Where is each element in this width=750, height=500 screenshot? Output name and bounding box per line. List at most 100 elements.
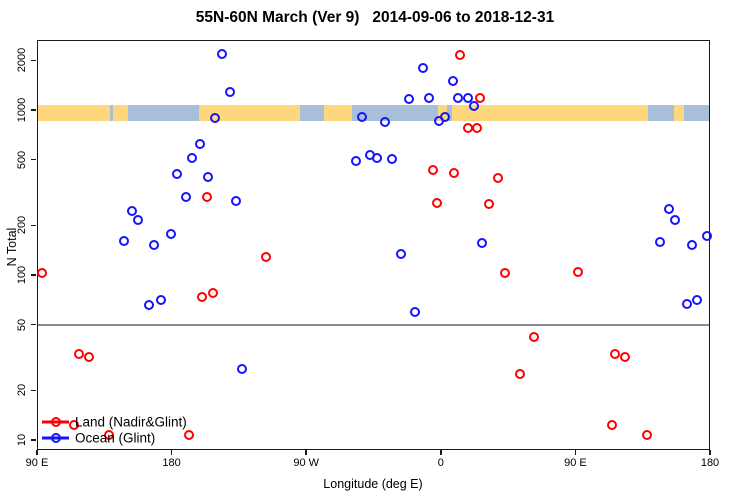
- data-point: [691, 294, 702, 305]
- data-point: [514, 369, 525, 380]
- data-point: [448, 75, 459, 86]
- data-point: [654, 237, 665, 248]
- x-axis-tick: [305, 450, 307, 455]
- data-point: [103, 430, 114, 441]
- data-point: [351, 156, 361, 167]
- data-point: [144, 299, 155, 310]
- y-axis-tick-label: 10: [16, 433, 28, 447]
- data-point: [428, 165, 439, 176]
- y-axis-tick: [31, 59, 36, 62]
- data-point: [396, 249, 407, 260]
- legend-label: Ocean (Glint): [75, 430, 156, 445]
- x-axis-tick: [170, 450, 173, 455]
- x-axis-tick-label: 180: [162, 457, 181, 469]
- y-axis-tick: [31, 224, 36, 227]
- data-point: [418, 62, 428, 73]
- data-point: [454, 50, 465, 61]
- data-point: [528, 332, 539, 343]
- data-point: [492, 173, 503, 184]
- data-point: [448, 168, 459, 179]
- legend-marker-icon: [50, 432, 61, 443]
- data-point: [202, 191, 213, 202]
- x-axis-tick: [574, 450, 577, 455]
- x-axis-tick-label: 90 W: [293, 457, 320, 469]
- map-band-land-segment: [113, 105, 129, 121]
- data-point: [686, 239, 697, 250]
- y-axis-tick-label: 50: [16, 318, 28, 331]
- data-point: [356, 112, 367, 123]
- y-axis-tick: [31, 439, 36, 441]
- x-axis-tick-label: 90 E: [25, 457, 49, 469]
- data-point: [620, 351, 631, 362]
- data-point: [452, 93, 463, 104]
- data-point: [702, 231, 712, 242]
- data-point: [670, 215, 680, 226]
- data-point: [36, 267, 47, 278]
- y-axis-tick-label: 20: [16, 384, 28, 397]
- y-axis-tick-label: 2000: [16, 48, 28, 73]
- data-point: [180, 192, 191, 203]
- data-point: [202, 172, 213, 183]
- data-point: [186, 152, 197, 163]
- data-point: [681, 298, 692, 309]
- data-point: [195, 139, 205, 150]
- data-point: [132, 215, 143, 226]
- data-point: [196, 291, 207, 302]
- data-point: [469, 101, 479, 112]
- data-point: [217, 48, 227, 59]
- y-axis-title: N Total: [5, 227, 19, 267]
- data-point: [119, 236, 130, 247]
- map-band-land-segment: [198, 105, 300, 121]
- x-axis-tick-label: 0: [437, 457, 444, 469]
- data-point: [224, 86, 235, 97]
- legend-marker-icon: [50, 416, 61, 427]
- data-point: [148, 239, 159, 250]
- data-point: [423, 93, 434, 104]
- x-axis-tick-label: 90 E: [564, 457, 587, 469]
- x-axis-tick: [709, 450, 711, 455]
- data-point: [84, 351, 95, 362]
- y-axis-tick-label: 1000: [16, 97, 28, 123]
- map-band-land-segment: [673, 105, 684, 121]
- data-point: [471, 123, 482, 134]
- data-point: [642, 430, 653, 441]
- x-axis-tick: [440, 450, 442, 455]
- data-point: [166, 228, 176, 239]
- y-axis-tick-label: 500: [16, 150, 28, 169]
- data-point: [483, 199, 494, 210]
- data-point: [607, 419, 618, 430]
- y-axis-tick-label: 100: [16, 265, 28, 285]
- data-point: [237, 363, 248, 374]
- data-point: [260, 251, 271, 262]
- data-point: [171, 168, 182, 179]
- data-point: [477, 237, 488, 248]
- y-axis-tick: [31, 389, 36, 392]
- data-point: [664, 204, 675, 215]
- data-point: [126, 205, 137, 216]
- x-axis-title: Longitude (deg E): [323, 477, 423, 491]
- data-point: [463, 93, 474, 104]
- data-point: [387, 153, 398, 164]
- reference-line-50: [37, 323, 710, 326]
- data-point: [155, 294, 166, 305]
- y-axis-tick: [31, 274, 36, 276]
- data-point: [209, 112, 220, 123]
- data-point: [380, 117, 391, 128]
- map-band-land-segment: [37, 105, 110, 121]
- data-point: [74, 349, 85, 360]
- y-axis-tick: [31, 158, 36, 161]
- data-point: [439, 112, 450, 123]
- data-point: [183, 430, 194, 441]
- data-point: [68, 419, 79, 430]
- data-point: [208, 287, 219, 298]
- data-point: [572, 267, 583, 278]
- x-axis-tick: [36, 450, 38, 455]
- data-point: [431, 197, 442, 208]
- data-point: [499, 267, 510, 278]
- map-band-land-segment: [323, 105, 352, 121]
- data-point: [409, 306, 420, 317]
- y-axis-tick: [31, 323, 36, 326]
- chart-title: 55N-60N March (Ver 9) 2014-09-06 to 2018…: [195, 9, 555, 26]
- data-point: [403, 94, 414, 105]
